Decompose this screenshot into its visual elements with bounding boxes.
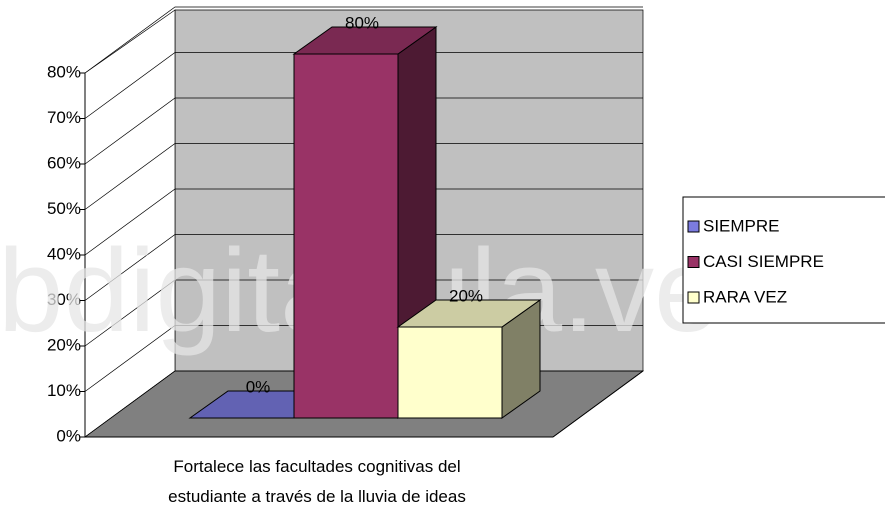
legend-label: RARA VEZ (703, 287, 787, 306)
y-tick-label: 60% (47, 153, 81, 172)
y-tick-label: 0% (56, 426, 81, 445)
legend-label: CASI SIEMPRE (703, 252, 824, 271)
grid-line (84, 143, 643, 210)
data-label: 0% (246, 377, 271, 396)
legend-swatch (687, 291, 700, 304)
grid-line (84, 234, 643, 301)
bar (293, 53, 399, 419)
data-label: 20% (449, 286, 483, 305)
grid-line (84, 6, 643, 74)
bar (397, 326, 503, 419)
y-tick-label: 80% (47, 62, 81, 81)
grid-line (84, 52, 643, 119)
legend-label: SIEMPRE (703, 216, 780, 235)
bar-top (292, 26, 438, 55)
y-tick-label: 40% (47, 244, 81, 263)
legend-box (682, 196, 885, 324)
y-tick-label: 30% (47, 290, 81, 309)
side-wall (84, 9, 176, 438)
y-tick-label: 10% (47, 381, 81, 400)
data-label: 80% (345, 13, 379, 32)
grid-line (84, 188, 643, 256)
y-tick-label: 20% (47, 335, 81, 354)
grid-line (84, 97, 643, 165)
y-tick-label: 70% (47, 108, 81, 127)
x-axis-end (552, 370, 644, 438)
bar-top (396, 299, 542, 328)
legend-swatch (687, 220, 700, 233)
grid-line (84, 279, 643, 347)
y-tick-label: 50% (47, 199, 81, 218)
x-category-label: Fortalece las facultades cognitivas del … (168, 457, 466, 506)
legend-swatch (687, 256, 700, 268)
